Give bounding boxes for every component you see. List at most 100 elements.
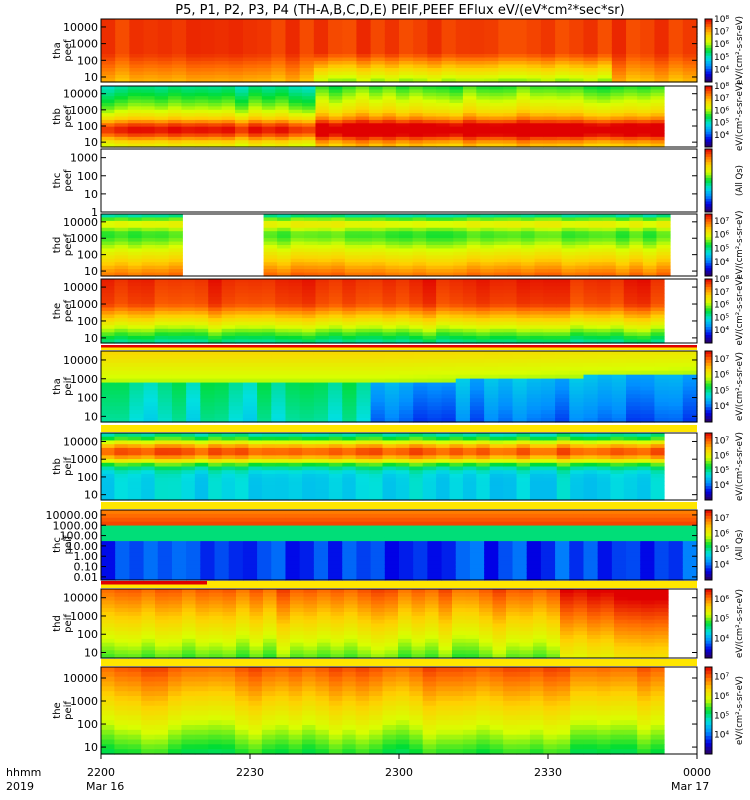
spectrogram-cell [328, 335, 343, 341]
spectrogram-cell [476, 136, 491, 141]
spectrogram-cell [650, 113, 665, 118]
spectrogram-cell [299, 26, 315, 31]
spectrogram-cell [315, 136, 330, 141]
colorbar-segment [705, 198, 712, 203]
colorbar-segment [705, 164, 712, 168]
spectrogram-cell [395, 335, 410, 341]
spectrogram-cell [436, 335, 451, 341]
spectrogram-cell [114, 99, 129, 104]
spectrogram-cell [155, 227, 170, 232]
spectrogram-cell [214, 50, 230, 55]
spectrogram-cell [129, 398, 145, 403]
spectrogram-cell [583, 293, 598, 298]
spectrogram-cell [257, 564, 272, 569]
spectrogram-cell [302, 86, 317, 90]
spectrogram-cell [476, 335, 491, 341]
spectrogram-cell [304, 224, 319, 229]
spectrogram-cell [129, 564, 145, 569]
spectrogram-cell [516, 339, 531, 344]
spectrogram-cell [453, 234, 468, 239]
spectrogram-cell [583, 488, 598, 494]
spectrogram-cell [526, 351, 542, 356]
spectrogram-cell [315, 332, 330, 337]
spectrogram-cell [556, 488, 571, 494]
spectrogram-cell [629, 251, 644, 256]
colorbar-segment [705, 252, 712, 256]
spectrogram-cell [248, 143, 263, 148]
spectrogram-cell [596, 328, 611, 333]
spectrogram-cell [526, 370, 542, 376]
spectrogram-cell [355, 433, 370, 438]
spectrogram-cell [484, 43, 499, 48]
colorbar-segment [705, 239, 712, 243]
y-tick-label: 100 [77, 471, 98, 484]
spectrogram-cell [516, 436, 531, 442]
spectrogram-cell [409, 440, 424, 445]
spectrogram-cell [656, 220, 671, 225]
spectrogram-cell [543, 436, 558, 442]
spectrogram-cell [654, 366, 670, 372]
spectrogram-cell [626, 351, 641, 356]
colorbar-unit: eV/(cm²-s-sr-eV) [735, 211, 745, 280]
spectrogram-cell [141, 136, 156, 141]
spectrogram-cell [168, 113, 183, 118]
spectrogram-cell [476, 470, 491, 475]
spectrogram-cell [342, 451, 357, 456]
spectrogram-cell [288, 289, 303, 294]
spectrogram-cell [127, 109, 142, 114]
spectrogram-cell [476, 89, 491, 94]
spectrogram-cell [242, 552, 258, 558]
spectrogram-cell [529, 332, 544, 337]
spectrogram-cell [101, 318, 115, 323]
spectrogram-cell [629, 269, 644, 274]
spectrogram-cell [171, 556, 187, 562]
spectrogram-cell [422, 123, 437, 128]
spectrogram-cell [228, 545, 244, 550]
spectrogram-cell [221, 109, 236, 114]
spectrogram-cell [200, 36, 216, 41]
spectrogram-cell [129, 68, 145, 73]
spectrogram-cell [540, 71, 556, 76]
spectrogram-cell [399, 362, 414, 368]
spectrogram-cell [101, 568, 116, 573]
spectrogram-cell [331, 258, 346, 263]
spectrogram-cell [129, 47, 145, 52]
spectrogram-cell [275, 335, 290, 341]
spectrogram-cell [529, 470, 544, 475]
spectrogram-cell [409, 444, 424, 449]
spectrogram-cell [654, 54, 670, 59]
spectrogram-cell [543, 293, 558, 298]
spectrogram-cell [302, 485, 317, 490]
spectrogram-cell [583, 113, 598, 118]
spectrogram-cell [342, 40, 358, 45]
spectrogram-cell [529, 133, 544, 138]
spectrogram-cell [453, 220, 468, 225]
spectrogram-cell [626, 19, 641, 24]
spectrogram-cell [529, 459, 544, 464]
spectrogram-cell [489, 485, 504, 490]
spectrogram-cell [157, 374, 173, 380]
spectrogram-cell [114, 328, 129, 333]
spectrogram-cell [480, 241, 495, 246]
spectrogram-cell [277, 248, 292, 253]
spectrogram-cell [597, 362, 613, 368]
spectrogram-cell [127, 466, 142, 471]
colorbar-tick-label: 10⁴ [714, 481, 729, 491]
spectrogram-cell [168, 473, 183, 479]
spectrogram-cell [288, 119, 303, 124]
spectrogram-cell [214, 529, 230, 534]
spectrogram-cell [507, 245, 522, 250]
spectrogram-cell [242, 533, 258, 538]
spectrogram-cell [208, 296, 223, 301]
spectrogram-cell [427, 50, 443, 55]
spectrogram-cell [569, 54, 585, 59]
spectrogram-cell [526, 64, 542, 69]
spectrogram-cell [235, 335, 250, 341]
spectrogram-cell [342, 92, 357, 97]
spectrogram-cell [583, 43, 599, 48]
spectrogram-cell [596, 106, 611, 111]
spectrogram-cell [570, 126, 585, 131]
spectrogram-cell [637, 321, 652, 326]
spectrogram-cell [489, 335, 504, 341]
spectrogram-cell [342, 332, 357, 337]
